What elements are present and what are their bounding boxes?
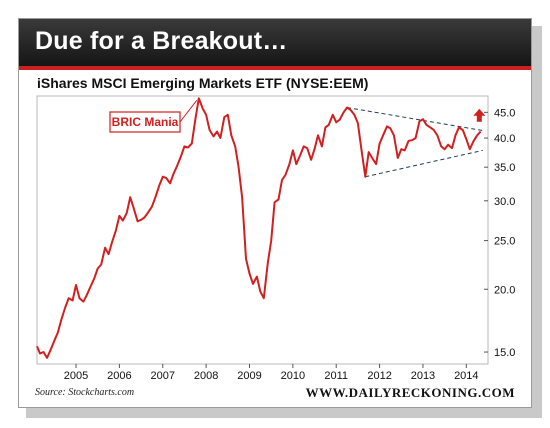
annotation-pointer	[179, 99, 198, 123]
y-tick-label: 35.0	[494, 162, 515, 174]
y-tick-label: 30.0	[494, 196, 515, 208]
x-tick-label: 2010	[281, 370, 305, 382]
y-tick-label: 20.0	[494, 284, 515, 296]
y-tick-label: 45.0	[494, 107, 515, 119]
accent-bar	[19, 66, 531, 70]
x-tick-label: 2007	[151, 370, 175, 382]
chart-card: Due for a Breakout… iShares MSCI Emergin…	[18, 18, 532, 408]
y-tick-label: 15.0	[494, 347, 515, 359]
x-tick-label: 2011	[324, 370, 348, 382]
plot-frame	[36, 95, 489, 365]
x-tick-label: 2009	[237, 370, 261, 382]
x-tick-label: 2012	[367, 370, 391, 382]
trendline	[346, 107, 483, 132]
title-banner: Due for a Breakout…	[19, 19, 531, 66]
chart-title: iShares MSCI Emerging Markets ETF (NYSE:…	[37, 75, 369, 91]
breakout-arrow-icon	[473, 108, 486, 122]
y-tick-label: 40.0	[494, 133, 515, 145]
x-tick-label: 2005	[64, 370, 88, 382]
x-tick-label: 2008	[194, 370, 218, 382]
headline: Due for a Breakout…	[35, 27, 288, 55]
x-tick-label: 2014	[454, 370, 478, 382]
trendline	[365, 149, 483, 178]
y-tick-label: 25.0	[494, 236, 515, 248]
annotation-label: BRIC Mania	[112, 115, 179, 129]
x-tick-label: 2013	[411, 370, 435, 382]
source-caption: Source: Stockcharts.com	[35, 387, 135, 398]
price-line	[36, 97, 482, 359]
x-tick-label: 2006	[107, 370, 131, 382]
brand-url: WWW.DAILYRECKONING.COM	[305, 385, 515, 400]
